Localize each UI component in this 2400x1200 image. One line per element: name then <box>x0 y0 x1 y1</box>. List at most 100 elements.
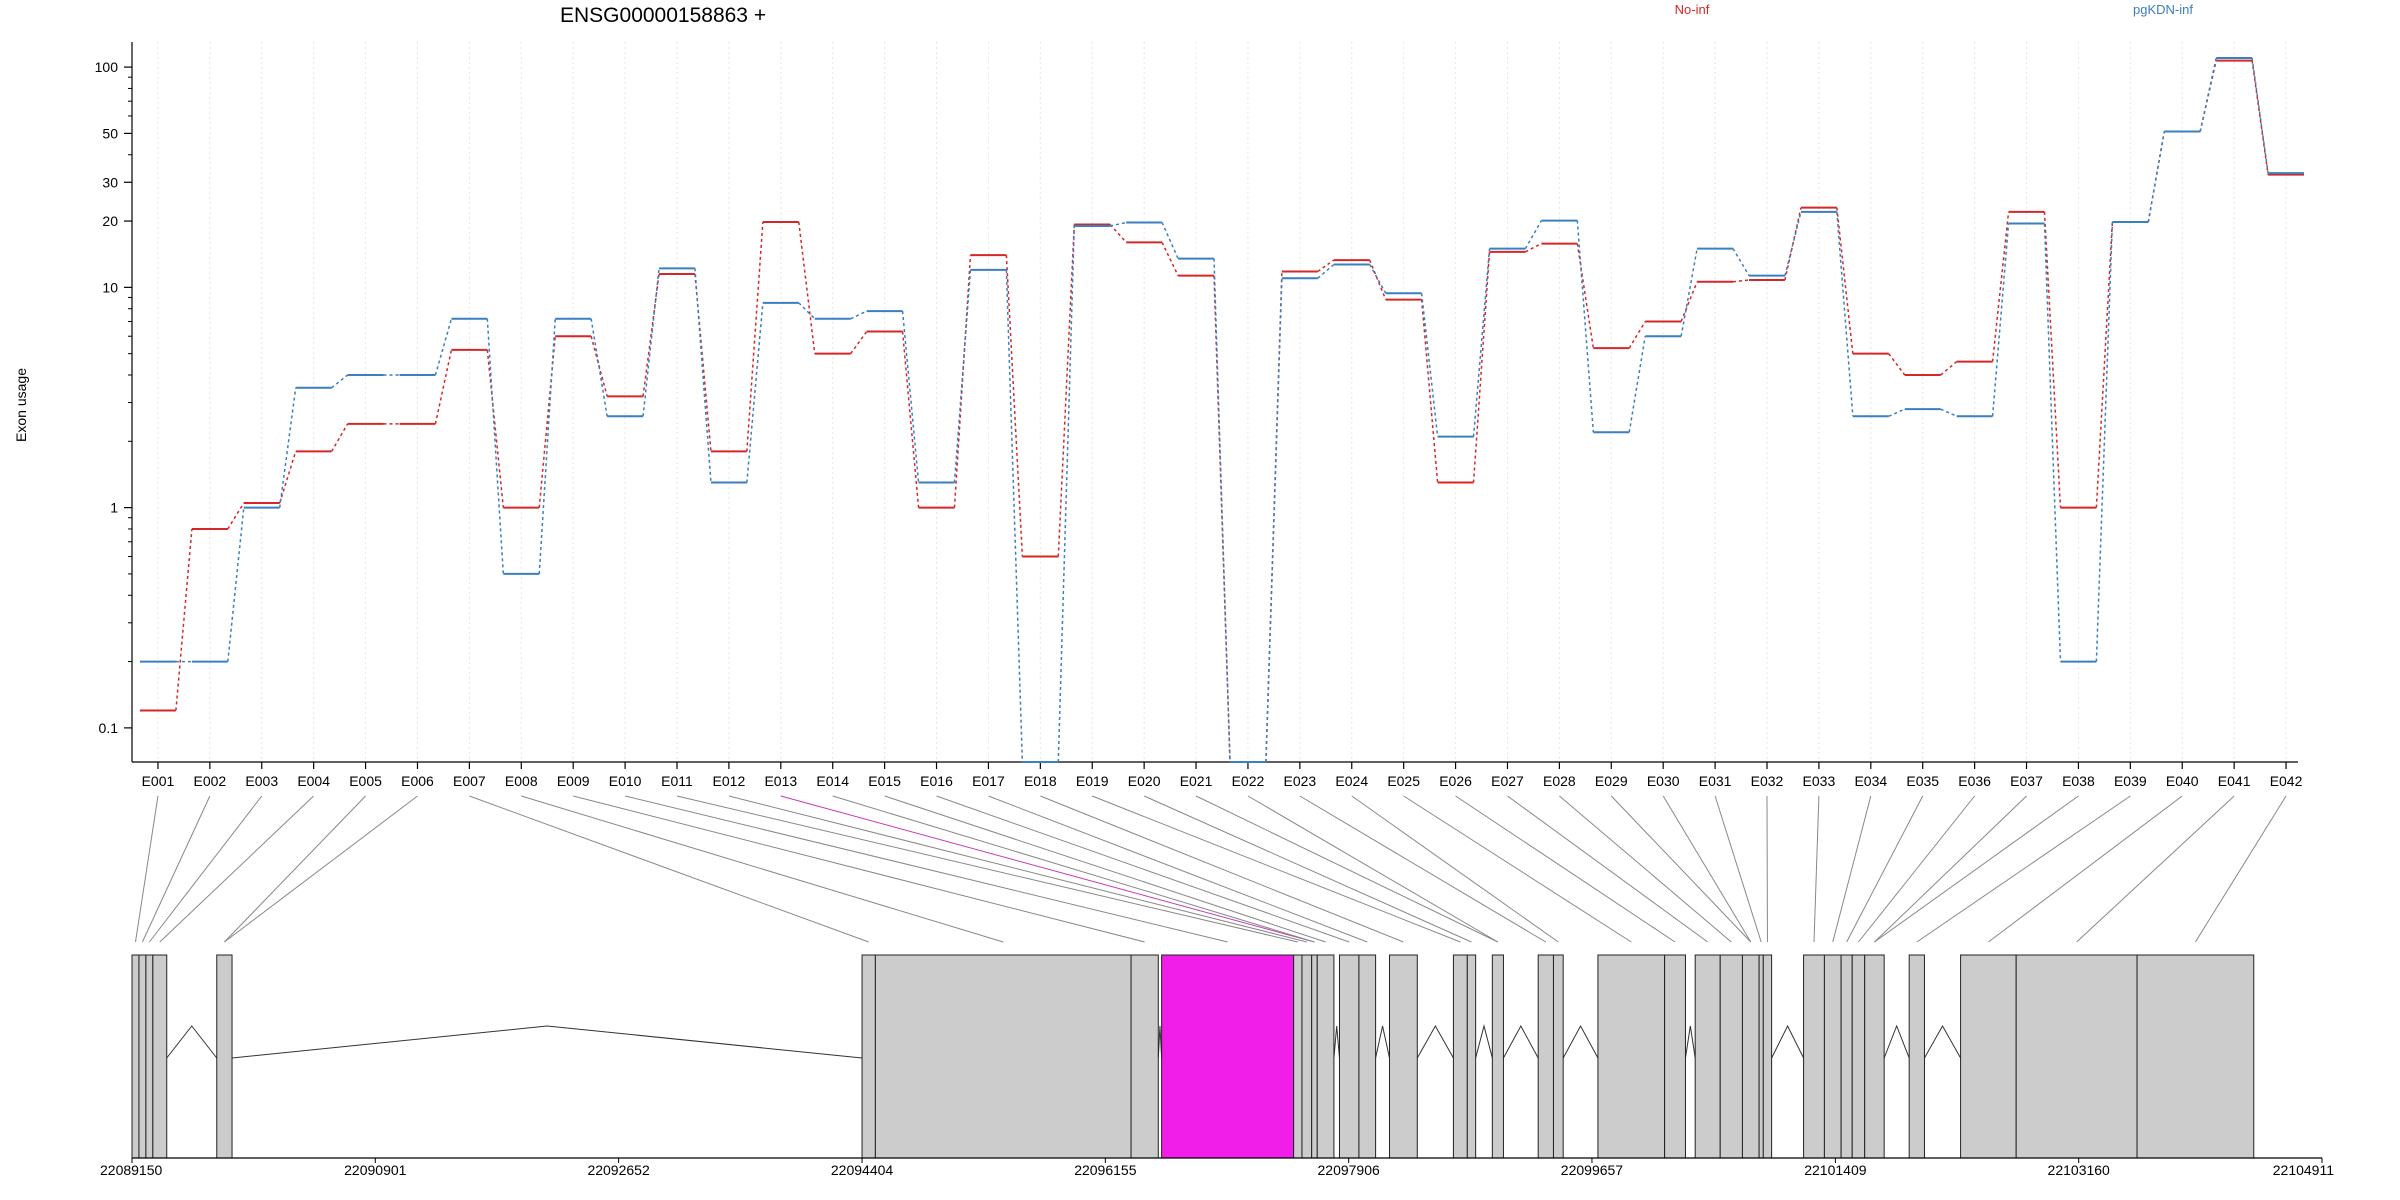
step-connector <box>1888 408 1906 417</box>
x-tick-label-e022: E022 <box>1232 773 1265 789</box>
exon-box <box>1840 954 1853 1159</box>
intron-line <box>231 1025 863 1059</box>
x-tick-label-e006: E006 <box>401 773 434 789</box>
step-connector <box>538 318 556 574</box>
x-tick-label-e018: E018 <box>1024 773 1057 789</box>
x-tick-label-e023: E023 <box>1284 773 1317 789</box>
exon-box-highlighted <box>1161 954 1295 1159</box>
exon-box <box>1338 954 1360 1159</box>
step-connector <box>953 255 972 508</box>
step-connector <box>2147 131 2166 223</box>
connector-e009 <box>573 795 1145 943</box>
genomic-tick-label: 22089150 <box>100 1162 163 1178</box>
step-connector <box>798 302 816 320</box>
y-tick-label: 10 <box>102 279 118 295</box>
exon-box <box>1823 954 1842 1159</box>
exon-box <box>1694 954 1721 1159</box>
connector-e021 <box>1195 795 1499 943</box>
exon-box <box>1762 954 1773 1159</box>
exon-box <box>1908 954 1925 1159</box>
step-connector <box>486 318 505 574</box>
step-connector <box>1836 211 1854 417</box>
series-layer <box>140 56 2304 763</box>
exon-box <box>2136 954 2255 1159</box>
exon-box <box>1719 954 1743 1159</box>
connector-e017 <box>988 795 1368 943</box>
step-connector <box>1576 220 1595 433</box>
exon-box <box>131 954 140 1159</box>
connector-e025 <box>1403 795 1632 943</box>
step-connector <box>746 221 764 452</box>
connector-e020 <box>1143 795 1472 943</box>
intron-line <box>1333 1025 1340 1059</box>
step-connector <box>1420 299 1439 483</box>
connector-e024 <box>1351 795 1559 943</box>
step-connector <box>746 302 764 483</box>
connector-e035 <box>1846 795 1924 943</box>
exon-box <box>1311 954 1318 1159</box>
intron-line <box>1562 1024 1599 1059</box>
x-tick-label-e025: E025 <box>1387 773 1420 789</box>
step-connector <box>1110 221 1127 227</box>
y-tick-label: 1 <box>110 500 118 516</box>
x-tick-label-e026: E026 <box>1439 773 1472 789</box>
exon-box <box>1466 954 1477 1159</box>
x-tick-label-e027: E027 <box>1491 773 1524 789</box>
intron-line <box>1771 1024 1805 1059</box>
intron-line <box>1475 1024 1493 1059</box>
exon-box <box>1851 954 1866 1159</box>
exon-box <box>1864 954 1885 1159</box>
connector-e005 <box>224 795 366 943</box>
step-connector <box>1940 408 1957 417</box>
x-tick-label-e020: E020 <box>1128 773 1161 789</box>
exon-box <box>1293 954 1303 1159</box>
step-connector <box>1524 220 1543 249</box>
exon-box <box>1130 954 1159 1159</box>
step-connector <box>1732 279 1750 283</box>
x-tick-label-e005: E005 <box>349 773 382 789</box>
step-connector <box>1265 278 1283 763</box>
exon-box <box>216 954 233 1159</box>
x-tick-label-e014: E014 <box>816 773 849 789</box>
step-connector <box>694 268 712 483</box>
exon-box <box>2015 954 2138 1159</box>
exon-box <box>1537 954 1554 1159</box>
step-connector <box>642 273 660 397</box>
axes: 0.1 1 10 20 30 50 100 E001 E002 E003 E004 E005 E006 E… <box>95 42 2303 789</box>
step-connector <box>227 502 245 530</box>
connector-e011 <box>676 795 1298 943</box>
intron-line <box>1503 1024 1539 1059</box>
connector-e015 <box>884 795 1326 943</box>
step-connector <box>1628 321 1646 349</box>
x-tick-label-e033: E033 <box>1803 773 1836 789</box>
exon-box <box>1758 954 1764 1159</box>
step-connector <box>227 507 245 662</box>
connector-e018 <box>1040 795 1404 943</box>
step-connector <box>850 310 867 320</box>
x-tick-label-e030: E030 <box>1647 773 1680 789</box>
connector-e010 <box>624 795 1228 943</box>
step-connector <box>953 269 972 483</box>
intron-line <box>1684 1025 1696 1059</box>
step-connector <box>1109 223 1127 243</box>
intron-line <box>1375 1025 1390 1059</box>
intron-line <box>1883 1024 1910 1059</box>
x-tick-label-e001: E001 <box>142 773 175 789</box>
step-connector <box>1680 248 1698 337</box>
step-connector <box>2251 57 2269 174</box>
x-tick-label-e034: E034 <box>1854 773 1887 789</box>
x-tick-label-e019: E019 <box>1076 773 1109 789</box>
exon-box <box>138 954 147 1159</box>
x-tick-label-e003: E003 <box>245 773 278 789</box>
step-connector <box>434 349 453 425</box>
genomic-tick-label: 22103160 <box>2048 1162 2111 1178</box>
connector-e042 <box>2194 795 2287 943</box>
genomic-tick-label: 22099657 <box>1561 1162 1624 1178</box>
y-axis-label: Exon usage <box>13 368 29 442</box>
exon-box <box>1741 954 1760 1159</box>
x-tick-label-e042: E042 <box>2270 773 2303 789</box>
exon-box <box>1389 954 1418 1159</box>
x-tick-label-e008: E008 <box>505 773 538 789</box>
x-tick-label-e038: E038 <box>2062 773 2095 789</box>
